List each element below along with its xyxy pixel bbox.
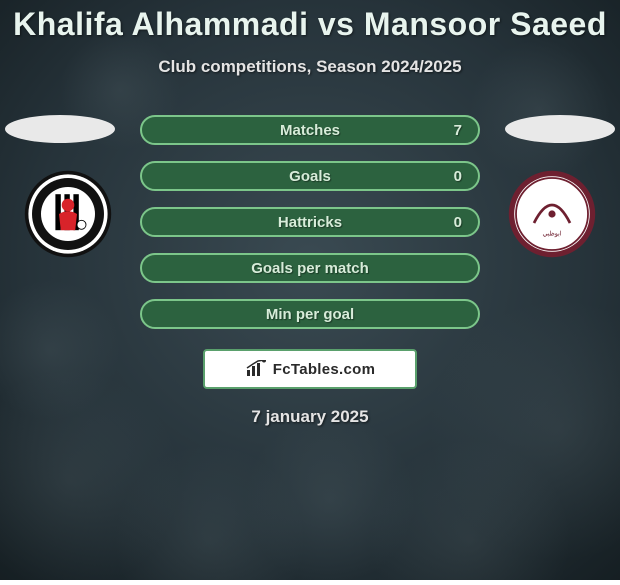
stat-label: Goals <box>289 168 331 185</box>
stat-label: Min per goal <box>266 306 354 323</box>
comparison-area: ابوظبي Matches 7 Goals 0 Hattricks 0 Goa… <box>0 115 620 329</box>
player2-badge <box>505 115 615 143</box>
player2-club-logo: ابوظبي <box>507 169 597 259</box>
stat-label: Matches <box>280 122 340 139</box>
stat-pill-hattricks: Hattricks 0 <box>140 207 480 237</box>
stat-pill-min-per-goal: Min per goal <box>140 299 480 329</box>
vs-separator: vs <box>318 6 355 42</box>
page-title: Khalifa Alhammadi vs Mansoor Saeed <box>13 6 607 43</box>
svg-text:ابوظبي: ابوظبي <box>543 231 562 238</box>
subtitle: Club competitions, Season 2024/2025 <box>158 57 461 77</box>
stat-label: Goals per match <box>251 260 369 277</box>
date: 7 january 2025 <box>251 407 368 427</box>
player1-club-logo <box>23 169 113 259</box>
player2-name: Mansoor Saeed <box>364 6 607 42</box>
stat-pill-matches: Matches 7 <box>140 115 480 145</box>
stat-right-value: 7 <box>454 122 462 139</box>
stat-pill-goals: Goals 0 <box>140 161 480 191</box>
chart-icon <box>245 360 267 378</box>
watermark: FcTables.com <box>203 349 417 389</box>
player1-name: Khalifa Alhammadi <box>13 6 308 42</box>
stat-right-value: 0 <box>454 214 462 231</box>
stat-pill-goals-per-match: Goals per match <box>140 253 480 283</box>
watermark-text: FcTables.com <box>273 361 376 378</box>
stat-pill-list: Matches 7 Goals 0 Hattricks 0 Goals per … <box>140 115 480 329</box>
player1-badge <box>5 115 115 143</box>
stat-right-value: 0 <box>454 168 462 185</box>
stat-label: Hattricks <box>278 214 342 231</box>
